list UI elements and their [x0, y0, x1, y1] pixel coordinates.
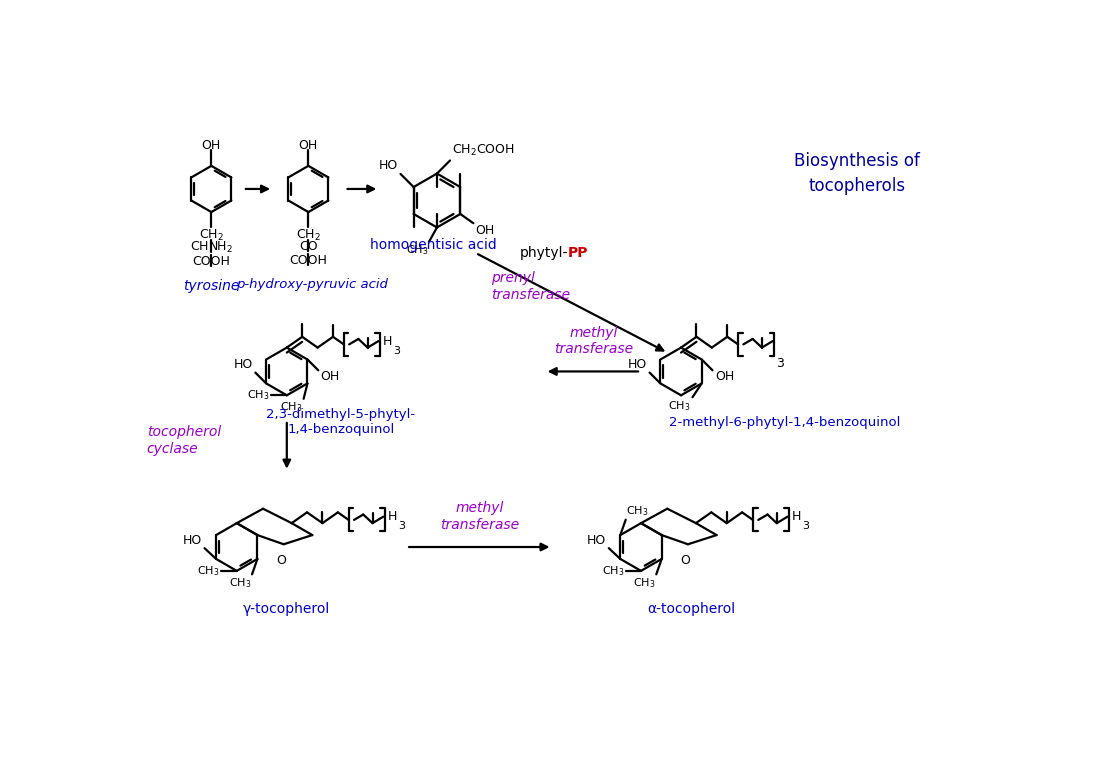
Text: OH: OH — [299, 139, 318, 153]
Text: OH: OH — [202, 139, 222, 153]
Text: CH$_3$: CH$_3$ — [669, 399, 691, 413]
Text: phytyl-: phytyl- — [519, 246, 568, 260]
Text: H: H — [388, 510, 398, 523]
Text: O: O — [277, 555, 287, 567]
Text: CHNH$_2$: CHNH$_2$ — [190, 240, 233, 255]
Text: H: H — [383, 335, 392, 347]
Text: OH: OH — [321, 370, 339, 383]
Text: 3: 3 — [398, 521, 404, 531]
Text: HO: HO — [183, 534, 203, 547]
Text: 3: 3 — [393, 346, 400, 355]
Text: methyl
transferase: methyl transferase — [553, 326, 633, 356]
Text: CH$_3$: CH$_3$ — [627, 504, 649, 518]
Text: γ-tocopherol: γ-tocopherol — [244, 602, 331, 616]
Text: CH$_3$: CH$_3$ — [197, 564, 219, 578]
Text: CH$_3$: CH$_3$ — [280, 400, 303, 414]
Text: PP: PP — [568, 246, 588, 260]
Text: α-tocopherol: α-tocopherol — [647, 602, 735, 616]
Text: OH: OH — [715, 370, 734, 383]
Text: CH$_2$: CH$_2$ — [296, 227, 321, 242]
Text: HO: HO — [628, 358, 647, 371]
Text: p-hydroxy-pyruvic acid: p-hydroxy-pyruvic acid — [236, 278, 388, 291]
Text: CH$_2$COOH: CH$_2$COOH — [452, 143, 515, 158]
Text: CH$_3$: CH$_3$ — [602, 564, 624, 578]
Text: Biosynthesis of
tocopherols: Biosynthesis of tocopherols — [793, 152, 919, 195]
Text: CH$_3$: CH$_3$ — [229, 576, 251, 590]
Text: tyrosine: tyrosine — [183, 279, 239, 293]
Text: 3: 3 — [777, 358, 785, 371]
Text: CH$_2$: CH$_2$ — [199, 227, 224, 242]
Text: 3: 3 — [802, 521, 809, 531]
Text: homogentisic acid: homogentisic acid — [370, 238, 497, 252]
Text: HO: HO — [234, 358, 253, 371]
Text: 2-methyl-6-phytyl-1,4-benzoquinol: 2-methyl-6-phytyl-1,4-benzoquinol — [669, 416, 900, 429]
Text: HO: HO — [587, 534, 606, 547]
Text: COOH: COOH — [193, 256, 230, 268]
Text: CO: CO — [299, 240, 317, 252]
Text: H: H — [792, 510, 801, 523]
Text: OH: OH — [476, 224, 495, 237]
Text: tocopherol
cyclase: tocopherol cyclase — [147, 425, 220, 456]
Text: O: O — [681, 555, 691, 567]
Text: CH$_3$: CH$_3$ — [633, 576, 656, 590]
Text: COOH: COOH — [290, 255, 327, 267]
Text: HO: HO — [379, 159, 398, 171]
Text: CH$_3$: CH$_3$ — [406, 243, 429, 256]
Text: 2,3-dimethyl-5-phytyl-
1,4-benzoquinol: 2,3-dimethyl-5-phytyl- 1,4-benzoquinol — [267, 408, 415, 436]
Text: prenyl
transferase: prenyl transferase — [490, 271, 570, 302]
Text: methyl
transferase: methyl transferase — [440, 502, 519, 531]
Text: CH$_3$: CH$_3$ — [247, 389, 270, 402]
